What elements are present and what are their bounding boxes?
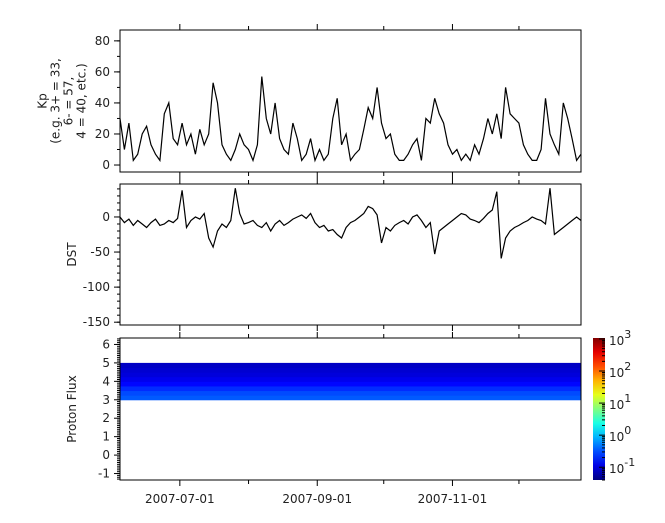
panel-2: 0 -50 -100 -150 DST xyxy=(65,178,582,331)
y-axis-label-line: 6- = 57, xyxy=(62,77,76,126)
y-axis-label-line: Kp xyxy=(36,93,50,109)
y-tick-label: 1 xyxy=(102,430,110,444)
heatmap-cell xyxy=(120,376,581,382)
y-tick-label: 0 xyxy=(102,210,110,224)
y-axis-label: Kp(e.g. 3+ = 33,6- = 57,4 = 40, etc.) xyxy=(36,58,89,144)
plot-frame xyxy=(119,29,582,173)
y-axis-label: Proton Flux xyxy=(65,375,79,442)
y-tick-label: 20 xyxy=(95,127,110,141)
colorbar-tick-base: 10 xyxy=(609,334,624,348)
colorbar-tick-base: 10 xyxy=(609,430,624,444)
y-tick-label: -1 xyxy=(98,467,110,481)
series-line xyxy=(119,76,582,163)
colorbar-tick-base: 10 xyxy=(609,398,624,412)
colorbar-scale xyxy=(593,338,605,480)
colorbar-tick-exponent: 1 xyxy=(624,392,631,405)
y-tick-label: 5 xyxy=(102,356,110,370)
colorbar-tick-base: 10 xyxy=(609,366,624,380)
colorbar-tick-label: 10-1 xyxy=(609,456,635,476)
heatmap-cell xyxy=(120,381,581,387)
series-line xyxy=(119,188,582,259)
y-tick-label: -50 xyxy=(90,245,110,259)
y-axis-label-line: (e.g. 3+ = 33, xyxy=(49,58,63,144)
colorbar-tick-base: 10 xyxy=(609,462,624,476)
y-tick-label: -100 xyxy=(83,280,110,294)
y-tick-label: 0 xyxy=(102,158,110,172)
y-axis-label-line: Proton Flux xyxy=(65,375,79,442)
y-tick-label: 6 xyxy=(102,337,110,351)
colorbar-tick-label: 102 xyxy=(609,360,631,380)
heatmap-cell xyxy=(120,367,581,373)
heatmap-cell xyxy=(120,395,581,401)
x-tick-label: 2007-07-01 xyxy=(145,492,215,506)
heatmap-cell xyxy=(120,372,581,378)
y-tick-label: 4 xyxy=(102,374,110,388)
y-tick-label: 80 xyxy=(95,34,110,48)
colorbar-tick-exponent: -1 xyxy=(624,456,635,469)
plot-frame xyxy=(119,183,582,326)
heatmap-cell xyxy=(120,385,581,392)
colorbar-tick-label: 101 xyxy=(609,392,631,412)
colorbar-tick-exponent: 2 xyxy=(624,360,631,373)
colorbar-tick-exponent: 3 xyxy=(624,328,631,341)
y-axis-label-line: 4 = 40, etc.) xyxy=(75,63,89,138)
panel-3: 6 5 4 3 2 1 0 -1 Proton Flux xyxy=(65,332,582,486)
heatmap-cell xyxy=(120,362,581,369)
y-axis-label-line: DST xyxy=(65,242,79,267)
colorbar-tick-label: 100 xyxy=(609,424,631,444)
plot-frame xyxy=(119,337,582,481)
y-tick-label: 60 xyxy=(95,65,110,79)
x-tick-label: 2007-11-01 xyxy=(418,492,488,506)
y-tick-label: -150 xyxy=(83,315,110,329)
y-tick-label: 0 xyxy=(102,448,110,462)
x-tick-label: 2007-09-01 xyxy=(282,492,352,506)
colorbar-tick-exponent: 0 xyxy=(624,424,631,437)
panel-1: 0 20 40 60 80 Kp(e.g. 3+ = 33,6- = 57,4 = 40,… xyxy=(36,24,582,178)
heatmap-cell xyxy=(120,390,581,396)
colorbar-tick-label: 103 xyxy=(609,328,631,348)
y-tick-label: 3 xyxy=(102,393,110,407)
y-tick-label: 40 xyxy=(95,96,110,110)
y-axis-label: DST xyxy=(65,242,79,267)
y-tick-label: 2 xyxy=(102,411,110,425)
